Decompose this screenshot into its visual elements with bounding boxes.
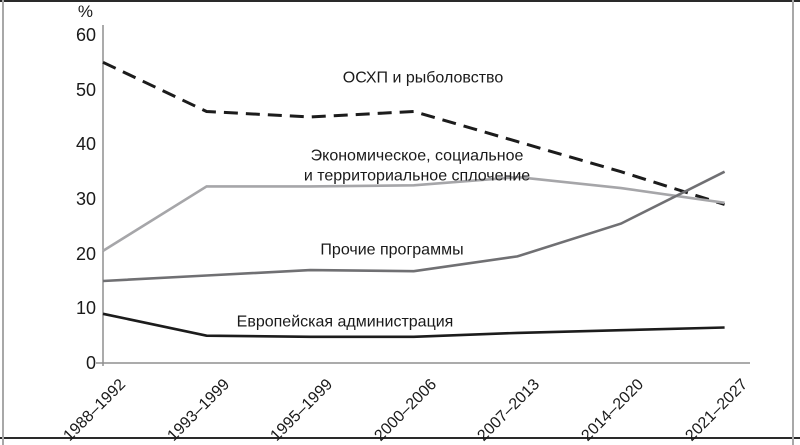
annotation-cap-fisheries: ОСХП и рыболовство — [343, 68, 504, 88]
annotation-text-line: Прочие программы — [320, 241, 464, 259]
annotation-text-line: Экономическое, социальное — [310, 147, 524, 165]
series-line-0 — [102, 60, 726, 206]
annotation-other-programs: Прочие программы — [320, 240, 463, 260]
figure-border-bottom — [0, 437, 800, 439]
annotation-eu-administration: Европейская администрация — [237, 312, 454, 332]
y-tick-label: 20 — [75, 243, 96, 264]
series-line-2 — [102, 170, 726, 283]
y-tick-label: 40 — [75, 134, 96, 155]
annotation-text-line: ОСХП и рыболовство — [342, 69, 504, 87]
series-line-1 — [102, 175, 725, 253]
y-tick-label: 60 — [75, 25, 96, 45]
y-tick-label: 50 — [75, 79, 96, 100]
annotation-text-line: Европейская администрация — [236, 313, 454, 331]
figure-border-right — [792, 0, 794, 445]
y-tick-label: 30 — [75, 189, 96, 209]
figure-border-top — [0, 0, 800, 2]
y-tick-label: 0 — [85, 353, 96, 373]
annotation-text-line: и территориальное сплочение — [303, 167, 531, 184]
y-axis-unit-label: % — [77, 2, 93, 21]
annotation-cohesion: Экономическое, социальное и территориальн… — [304, 147, 530, 186]
y-tick-label: 10 — [75, 298, 96, 319]
series-line-3 — [102, 312, 725, 339]
figure-border-left — [2, 0, 4, 445]
